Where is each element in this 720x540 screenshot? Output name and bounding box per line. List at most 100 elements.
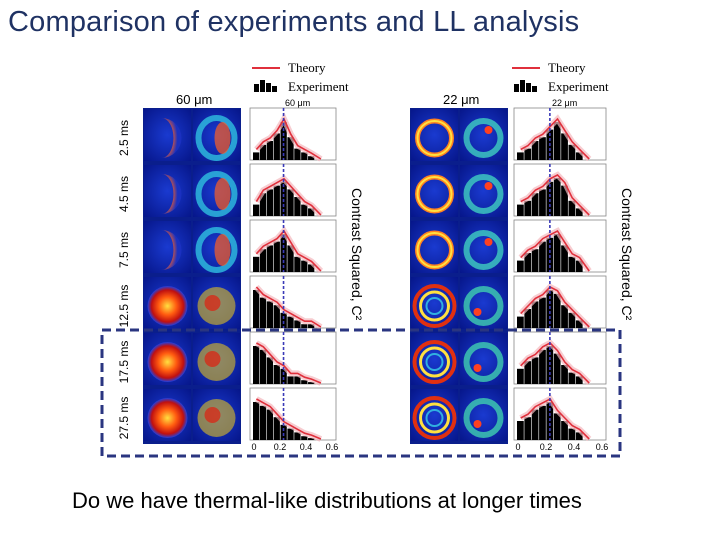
hist-bar [568, 372, 576, 384]
theory-line [255, 117, 322, 160]
hist-bar [273, 417, 280, 440]
time-label: 7.5 ms [117, 232, 131, 268]
hist-bar [280, 312, 287, 328]
experiment-blob [463, 286, 504, 326]
row-0 [411, 107, 607, 162]
theory-blob [412, 284, 457, 328]
hist-bar [531, 249, 539, 272]
theory-line [256, 398, 322, 440]
experiment-hotspot [484, 126, 493, 134]
hist-bar [517, 260, 524, 272]
hist-bar [280, 368, 287, 384]
hist-bar [287, 245, 294, 272]
time-label: 4.5 ms [117, 176, 131, 212]
hist-bar [308, 438, 315, 440]
theory-line [520, 342, 590, 384]
hist-bar [294, 376, 301, 384]
hist-bar [561, 421, 568, 440]
legend-experiment-swatch [514, 80, 537, 92]
hist-bar [553, 122, 561, 160]
hist-bar [287, 376, 294, 384]
hist-bar [259, 297, 267, 328]
hist-bar [294, 320, 301, 328]
hist-bar [273, 185, 280, 216]
hist-bar [539, 297, 546, 328]
row-2: 7.5 ms [117, 219, 337, 274]
experiment-hotspot [484, 238, 493, 246]
hist-bar [253, 290, 260, 328]
legend-theory-label: Theory [288, 60, 326, 75]
legend-experiment-label: Experiment [288, 79, 349, 94]
panel-size-label: 60 μm [176, 92, 212, 107]
theory-ring-mid [419, 290, 450, 322]
hist-bar [568, 428, 576, 440]
hist-bar [280, 424, 287, 440]
x-tick-label: 0.6 [326, 442, 339, 452]
theory-line [520, 117, 590, 160]
row-1 [411, 163, 607, 218]
hist-bar [301, 204, 308, 216]
hist-bar [266, 141, 274, 160]
hist-bar [531, 357, 539, 384]
theory-line [520, 229, 590, 272]
hist-bar [553, 178, 561, 216]
hist-bar [553, 353, 561, 384]
theory-line [255, 177, 322, 216]
hist-bar [308, 324, 315, 328]
theory-ring-inner [416, 232, 453, 268]
theory-ring-inner [425, 409, 444, 427]
hist-bar [266, 189, 274, 216]
hist-bar [273, 241, 280, 272]
hist-bar [301, 436, 308, 440]
hist-bar [524, 309, 532, 328]
legend-left: Theory Experiment [252, 60, 349, 94]
theory-blob [147, 286, 188, 326]
hist-bar [561, 185, 568, 216]
theory-ring-mid [419, 346, 450, 378]
row-3: 12.5 ms [117, 275, 337, 330]
row-1: 4.5 ms [117, 163, 337, 218]
row-5 [411, 387, 607, 442]
x-tick-label: 0.2 [274, 442, 287, 452]
hist-bar [575, 320, 583, 328]
theory-blob [147, 342, 188, 382]
hist-bar [561, 365, 568, 384]
hist-bar [259, 249, 267, 272]
hist-bar [273, 133, 280, 160]
experiment-blob [463, 398, 504, 438]
hist-bar [539, 189, 546, 216]
hist-bar [568, 312, 576, 328]
experiment-hotspot [204, 407, 221, 423]
row-0: 2.5 ms [117, 107, 337, 162]
hist-bar [575, 432, 583, 440]
legend-experiment-swatch [254, 80, 277, 92]
hist-bar [524, 148, 532, 160]
time-label: 12.5 ms [117, 285, 131, 328]
hist-bar [539, 349, 546, 384]
theory-line [255, 229, 322, 272]
hist-bar [546, 237, 554, 272]
slide-caption: Do we have thermal-like distributions at… [72, 488, 582, 513]
hist-bar [524, 417, 532, 440]
row-4 [411, 331, 607, 386]
experiment-hotspot [214, 178, 231, 210]
hist-bar [253, 204, 260, 216]
hist-bar [531, 409, 539, 440]
hist-bar [561, 245, 568, 272]
experiment-hotspot [473, 308, 482, 316]
image-grid-bg [410, 108, 508, 444]
hist-bar [253, 152, 260, 160]
hist-size-label: 60 μm [285, 98, 310, 108]
experiment-blob [463, 342, 504, 382]
x-tick-label: 0.4 [300, 442, 313, 452]
hist-bar [266, 245, 274, 272]
hist-bar [517, 152, 524, 160]
experiment-hotspot [214, 122, 231, 154]
theory-ring-inner [425, 353, 444, 371]
hist-bar [531, 301, 539, 328]
theory-image [144, 221, 191, 273]
experiment-hotspot [473, 364, 482, 372]
hist-bar [253, 256, 260, 272]
hist-bar [287, 189, 294, 216]
